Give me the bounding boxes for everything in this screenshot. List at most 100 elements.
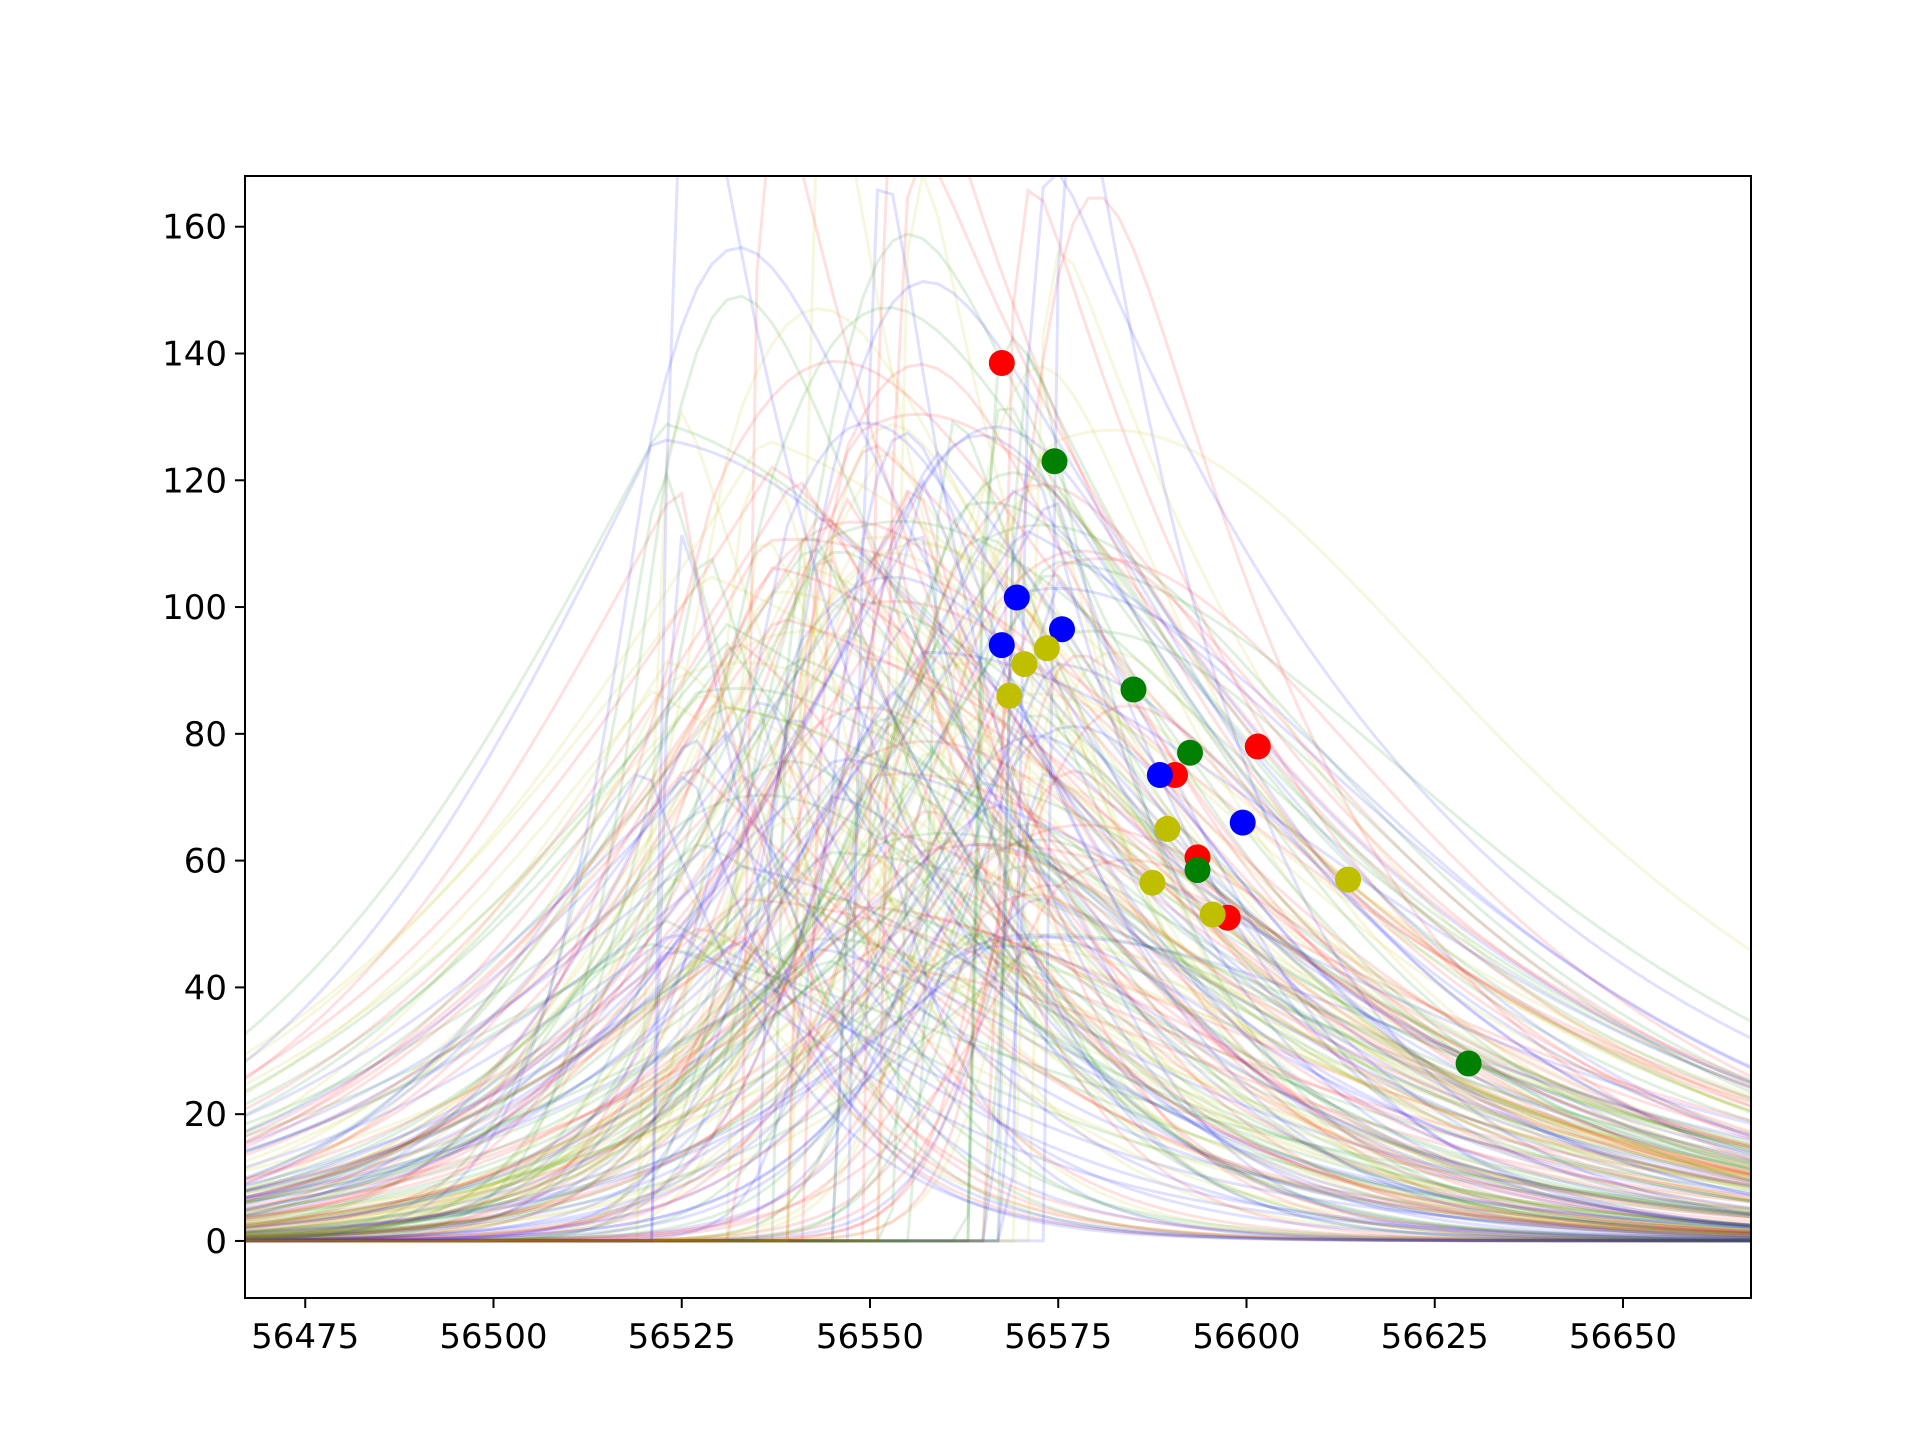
y-tick-label: 120 <box>162 461 227 501</box>
model-curve-b-184 <box>245 638 1751 1239</box>
observation-point-g-8 <box>1184 857 1211 884</box>
model-curve-y-149 <box>245 661 1751 1192</box>
model-curve-y-180 <box>245 839 1751 1241</box>
x-tick-label: 56575 <box>1004 1317 1112 1357</box>
observations <box>988 350 1482 1077</box>
model-curve-r-128 <box>245 843 1751 1225</box>
model-curve-y-117 <box>245 176 1751 1243</box>
model-curve-y-198 <box>245 248 1751 1243</box>
model-curve-g-208 <box>245 639 1751 1243</box>
model-curve-b-169 <box>245 719 1751 1243</box>
model-curve-r-91 <box>245 176 1751 1243</box>
model-curve-b-123 <box>245 728 1751 1239</box>
model-curve-g-151 <box>245 795 1751 1243</box>
model-curve-b-97 <box>245 188 1751 1243</box>
model-curve-r-207 <box>245 883 1751 1243</box>
model-curve-y-206 <box>245 877 1751 1234</box>
model-curve-r-59 <box>245 520 1751 1234</box>
observation-point-y-19 <box>1139 869 1166 896</box>
model-curve-g-114 <box>245 349 1751 1243</box>
observation-point-b-10 <box>1003 584 1030 611</box>
model-curve-b-47 <box>245 794 1751 1241</box>
model-curve-g-131 <box>245 306 1751 1241</box>
model-curve-y-52 <box>245 565 1751 1202</box>
model-curve-r-3 <box>245 968 1751 1229</box>
model-curve-r-158 <box>245 655 1751 1199</box>
model-curve-g-201 <box>245 520 1751 1206</box>
model-curve-b-103 <box>245 501 1751 1228</box>
model-curve-y-125 <box>245 772 1751 1230</box>
x-tick-label: 56550 <box>816 1317 924 1357</box>
model-curve-r-69 <box>245 359 1751 1230</box>
model-curve-b-36 <box>245 734 1751 1243</box>
y-tick-label: 60 <box>184 842 227 882</box>
model-curve-b-101 <box>245 478 1751 1227</box>
model-curve-g-32 <box>245 548 1751 1203</box>
model-curve-y-46 <box>245 306 1751 1240</box>
model-curve-r-83 <box>245 444 1751 1181</box>
model-curve-b-214 <box>245 176 1751 1243</box>
model-curve-g-9 <box>245 850 1751 1194</box>
model-curve-y-159 <box>245 535 1751 1203</box>
plot-frame <box>244 175 1752 1299</box>
model-curve-r-110 <box>245 844 1751 1238</box>
model-curve-b-49 <box>245 586 1751 1233</box>
model-curve-y-193 <box>245 176 1751 1243</box>
model-curve-g-130 <box>245 959 1751 1229</box>
model-curve-g-199 <box>245 657 1751 1217</box>
model-curve-b-190 <box>245 650 1751 1202</box>
model-curve-b-156 <box>245 650 1751 1242</box>
model-curve-g-150 <box>245 851 1751 1241</box>
model-curve-g-78 <box>245 523 1751 1236</box>
model-curve-y-146 <box>245 660 1751 1243</box>
model-curve-y-194 <box>245 692 1751 1242</box>
model-curve-r-26 <box>245 831 1751 1237</box>
model-curve-y-73 <box>245 750 1751 1243</box>
model-curve-g-81 <box>245 595 1751 1193</box>
model-curve-r-19 <box>245 618 1751 1149</box>
model-curve-r-21 <box>245 490 1751 1243</box>
model-curve-b-119 <box>245 803 1751 1210</box>
model-curve-y-175 <box>245 816 1751 1243</box>
model-curve-r-187 <box>245 362 1751 1242</box>
observation-point-y-17 <box>1011 651 1038 678</box>
model-curve-b-71 <box>245 724 1751 1243</box>
model-curve-g-39 <box>245 470 1751 1243</box>
y-tick-label: 160 <box>162 208 227 248</box>
model-curve-b-37 <box>245 947 1751 1230</box>
model-curve-b-120 <box>245 529 1751 1193</box>
model-curve-r-144 <box>245 643 1751 1234</box>
model-curve-r-65 <box>245 549 1751 1242</box>
model-curve-g-31 <box>245 838 1751 1243</box>
model-curve-b-152 <box>245 280 1751 1243</box>
model-curve-b-51 <box>245 616 1751 1236</box>
model-curve-y-136 <box>245 547 1751 1243</box>
model-curve-y-62 <box>245 479 1751 1238</box>
model-curve-b-216 <box>245 730 1751 1243</box>
model-curve-r-192 <box>245 566 1751 1185</box>
observation-point-y-18 <box>1154 815 1181 842</box>
model-curve-y-132 <box>245 938 1751 1235</box>
model-curve-y-162 <box>245 629 1751 1213</box>
model-curve-y-77 <box>245 650 1751 1243</box>
model-curve-b-104 <box>245 933 1751 1240</box>
model-curve-r-1 <box>245 769 1751 1243</box>
model-curve-y-113 <box>245 661 1751 1233</box>
model-curve-y-195 <box>245 952 1751 1236</box>
model-curve-y-50 <box>245 565 1751 1202</box>
model-curve-g-106 <box>245 759 1751 1241</box>
observation-point-b-11 <box>1049 616 1075 643</box>
model-curve-b-44 <box>245 774 1751 1243</box>
model-curve-r-76 <box>245 905 1751 1227</box>
model-curve-y-79 <box>245 933 1751 1225</box>
model-curve-g-92 <box>245 942 1751 1211</box>
model-curve-y-164 <box>245 428 1751 1230</box>
model-curve-g-211 <box>245 831 1751 1234</box>
model-curve-y-53 <box>245 542 1751 1239</box>
model-curve-r-45 <box>245 481 1751 1214</box>
model-curve-r-27 <box>245 823 1751 1242</box>
model-curve-y-188 <box>245 861 1751 1240</box>
model-curve-r-107 <box>245 739 1751 1238</box>
observation-point-g-5 <box>1041 448 1068 475</box>
